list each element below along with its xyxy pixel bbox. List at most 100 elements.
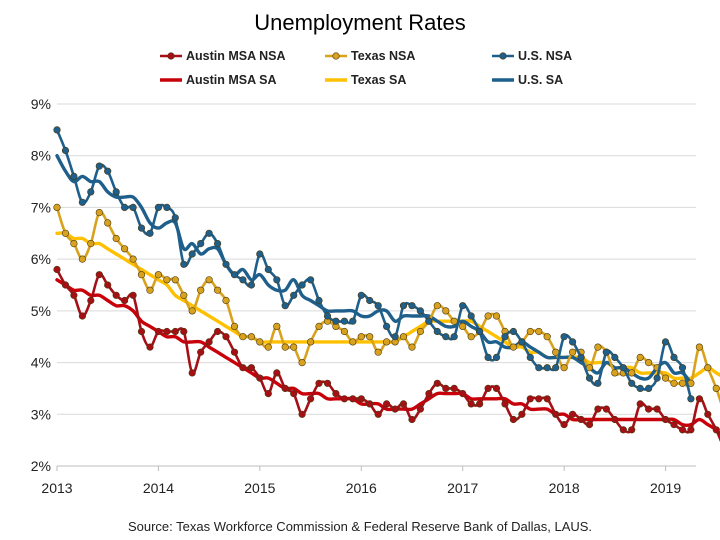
series-u-s-nsa — [53, 126, 695, 403]
data-point — [416, 307, 425, 315]
data-point — [628, 426, 636, 434]
data-point — [273, 369, 281, 377]
data-point — [281, 302, 289, 310]
data-point — [374, 410, 382, 418]
data-point — [290, 343, 298, 351]
data-point — [264, 265, 272, 274]
y-tick-label: 6% — [31, 251, 51, 267]
data-point — [357, 395, 365, 403]
data-point — [247, 364, 255, 372]
data-point — [256, 374, 264, 382]
y-tick-label: 4% — [31, 355, 51, 371]
x-tick-label: 2017 — [447, 480, 478, 496]
data-point — [543, 364, 551, 372]
data-point — [484, 353, 492, 362]
data-point — [307, 276, 315, 284]
legend-swatch-marker — [332, 52, 340, 60]
data-point — [492, 312, 501, 320]
data-point — [70, 172, 78, 180]
data-point — [670, 421, 678, 429]
data-point — [416, 405, 425, 413]
data-point — [104, 219, 112, 227]
data-point — [509, 343, 518, 351]
data-point — [349, 395, 357, 403]
data-point — [543, 395, 551, 403]
legend-swatch-marker — [499, 52, 507, 60]
data-point — [577, 415, 585, 424]
series-layer — [53, 126, 720, 443]
data-point — [585, 421, 594, 429]
data-point — [87, 188, 95, 196]
data-point — [163, 203, 171, 211]
data-point — [78, 255, 86, 263]
data-point — [678, 379, 687, 387]
legend-label: U.S. SA — [518, 73, 563, 87]
data-point — [374, 348, 382, 356]
data-point — [695, 343, 704, 351]
legend-label: Austin MSA NSA — [186, 49, 286, 63]
legend-item: U.S. SA — [492, 73, 563, 87]
data-point — [298, 281, 306, 289]
data-point — [349, 338, 357, 346]
data-point — [442, 333, 450, 341]
data-point — [568, 348, 577, 356]
data-point — [560, 333, 568, 341]
data-point — [264, 390, 272, 398]
data-point — [704, 410, 712, 418]
data-point — [509, 327, 518, 336]
data-point — [256, 250, 264, 258]
data-point — [433, 302, 441, 310]
data-point — [712, 384, 720, 393]
data-point — [602, 348, 611, 356]
data-point — [391, 333, 399, 341]
data-point — [450, 384, 458, 393]
data-point — [239, 276, 247, 284]
data-point — [197, 348, 205, 356]
data-point — [644, 384, 653, 393]
data-point — [670, 379, 678, 387]
legend-label: U.S. NSA — [518, 49, 572, 63]
data-point — [78, 198, 86, 206]
x-tick-label: 2013 — [41, 480, 72, 496]
data-point — [467, 312, 475, 320]
data-point — [408, 343, 416, 351]
legend-label: Austin MSA SA — [186, 73, 277, 87]
data-point — [120, 203, 129, 211]
data-point — [214, 240, 222, 248]
data-point — [95, 162, 103, 170]
data-point — [399, 333, 408, 341]
data-point — [526, 353, 534, 362]
legend-item: U.S. NSA — [492, 49, 572, 63]
source-note: Source: Texas Workforce Commission & Fed… — [128, 519, 592, 534]
data-point — [374, 302, 382, 310]
data-point — [222, 296, 230, 305]
data-point — [298, 359, 306, 367]
data-point — [171, 327, 179, 336]
data-point — [239, 364, 247, 372]
data-point — [636, 353, 644, 362]
data-point — [70, 291, 78, 299]
data-point — [214, 327, 222, 336]
data-point — [230, 322, 239, 331]
data-point — [171, 276, 179, 284]
data-point — [695, 395, 704, 403]
data-point — [552, 410, 560, 418]
data-point — [687, 426, 695, 434]
data-point — [459, 390, 467, 398]
data-point — [602, 405, 611, 413]
data-point — [416, 327, 425, 336]
data-point — [628, 379, 636, 387]
series-austin-msa-nsa — [53, 265, 720, 443]
data-point — [349, 317, 357, 325]
data-point — [425, 317, 433, 325]
series-line — [55, 278, 720, 437]
data-point — [366, 296, 374, 305]
data-point — [273, 276, 281, 284]
data-point — [180, 260, 188, 268]
data-point — [340, 395, 349, 403]
data-point — [425, 390, 433, 398]
data-point — [594, 379, 602, 387]
data-point — [120, 296, 129, 305]
data-point — [501, 333, 509, 341]
data-point — [332, 317, 340, 325]
